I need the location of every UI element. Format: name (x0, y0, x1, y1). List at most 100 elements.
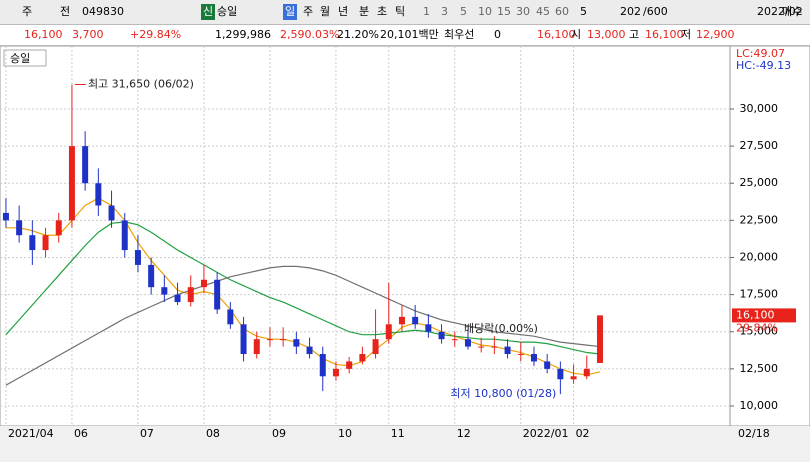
toolbar-button[interactable]: 10 (478, 5, 492, 18)
toolbar-button[interactable]: 틱 (395, 5, 406, 18)
toolbar-button[interactable]: 5 (580, 5, 587, 18)
toolbar-button[interactable]: 60 (555, 5, 569, 18)
y-tick-label: 12,500 (740, 362, 779, 375)
candle-body (346, 361, 353, 369)
toolbar-button[interactable]: 1 (423, 5, 430, 18)
toolbar-button[interactable]: 15 (497, 5, 511, 18)
x-tick-label: 07 (140, 427, 154, 440)
candle-body (214, 279, 221, 310)
annotation: 최고 31,650 (06/02) (88, 77, 194, 90)
candle-body (319, 354, 326, 377)
info-value: 16,100 (537, 28, 576, 41)
x-tick-label: 02 (576, 427, 590, 440)
info-value: 2,590.03% (280, 28, 340, 41)
candle-body (174, 294, 181, 303)
candle-body (332, 368, 339, 377)
candle-body (306, 346, 313, 355)
candle-body (16, 220, 23, 236)
candle-body (293, 339, 300, 347)
info-value: 12,900 (696, 28, 735, 41)
candle-body (253, 339, 260, 355)
candle-body (240, 324, 247, 355)
y-tick-label: 30,000 (740, 102, 779, 115)
toolbar-field: 049830 (82, 5, 124, 18)
y-tick-label: 25,000 (740, 176, 779, 189)
info-value: 13,000 (587, 28, 626, 41)
candle-body (200, 279, 207, 288)
info-value: 0 (494, 28, 501, 41)
toolbar-button[interactable]: 주 (22, 5, 33, 18)
info-value: 21.20% (337, 28, 379, 41)
info-value: 16,100 (24, 28, 63, 41)
annotation: 최저 10,800 (01/28) (450, 387, 556, 400)
ma-line (5, 221, 601, 355)
price-tag-label: 16,100 (736, 308, 775, 321)
candle-body (29, 235, 36, 251)
y-tick-label: 20,000 (740, 250, 779, 263)
toolbar-button[interactable]: 일 (283, 4, 298, 20)
info-value: 저 (681, 28, 692, 41)
annotation: LC:49.07 (736, 47, 785, 60)
toolbar-field: /600 (643, 5, 668, 18)
candle-body (530, 354, 537, 362)
toolbar: 주 전 049830 신 승일 일 주 월 년 분 초 틱 1 3 5 10 15 30 45 60 5 202/600 2… (0, 0, 810, 25)
info-value: 20,101백만 (380, 28, 439, 41)
candle-body (134, 250, 141, 265)
candle-body (464, 339, 471, 347)
toolbar-button[interactable]: 주 (303, 5, 314, 18)
candle-body (478, 346, 485, 348)
candle-body (68, 146, 75, 221)
price-tag (732, 308, 796, 323)
toolbar-button[interactable]: 5 (460, 5, 467, 18)
candle-body (42, 235, 49, 251)
info-value: 16,100 (645, 28, 684, 41)
change-label: 29.84% (736, 321, 778, 334)
toolbar-field: 2022/02 (757, 5, 803, 18)
info-value: +29.84% (130, 28, 182, 41)
candle-body (95, 183, 102, 206)
candle-body (504, 346, 511, 355)
toolbar-button[interactable]: 전 (60, 5, 71, 18)
toolbar-button[interactable]: 초 (377, 5, 388, 18)
y-tick-label: 17,500 (740, 288, 779, 301)
candle-body (425, 324, 432, 332)
ma-line (5, 265, 601, 386)
x-tick-label: 2021/04 (8, 427, 54, 440)
toolbar-button[interactable]: 분 (359, 5, 370, 18)
candle-body (2, 212, 9, 221)
candle-body (372, 339, 379, 355)
info-value: 시 (571, 28, 582, 41)
toolbar-button[interactable]: 신 (201, 4, 216, 20)
legend: 승일 (10, 51, 30, 65)
toolbar-button[interactable]: 202 (620, 5, 641, 18)
info-value: 1,299,986 (215, 28, 271, 41)
toolbar-button[interactable]: 3 (441, 5, 448, 18)
candle-body (517, 354, 524, 356)
y-tick-label: 15,000 (740, 325, 779, 338)
x-tick-label: 12 (457, 427, 471, 440)
candle-body (161, 287, 168, 295)
toolbar-button[interactable]: 매수 (782, 5, 803, 18)
x-tick-label: 08 (206, 427, 220, 440)
x-tick-label: 11 (391, 427, 405, 440)
candle-body (583, 368, 590, 377)
candle-body (108, 205, 115, 221)
candle-body (557, 368, 564, 380)
x-tick-label: 10 (338, 427, 352, 440)
toolbar-button[interactable]: 년 (338, 5, 349, 18)
toolbar-button[interactable]: 월 (320, 5, 331, 18)
annotation: HC:-49.13 (736, 59, 791, 72)
toolbar-button[interactable]: 45 (536, 5, 550, 18)
y-tick-label: 22,500 (740, 213, 779, 226)
candle-body (491, 346, 498, 348)
candle-body (359, 354, 366, 362)
candle-body (438, 331, 445, 340)
ma-line (5, 197, 601, 376)
candle-body (544, 361, 551, 369)
toolbar-button[interactable]: 30 (516, 5, 530, 18)
candle-body (148, 264, 155, 288)
candle-body (280, 339, 287, 341)
candle-body (121, 220, 128, 251)
candle-body (266, 339, 273, 341)
